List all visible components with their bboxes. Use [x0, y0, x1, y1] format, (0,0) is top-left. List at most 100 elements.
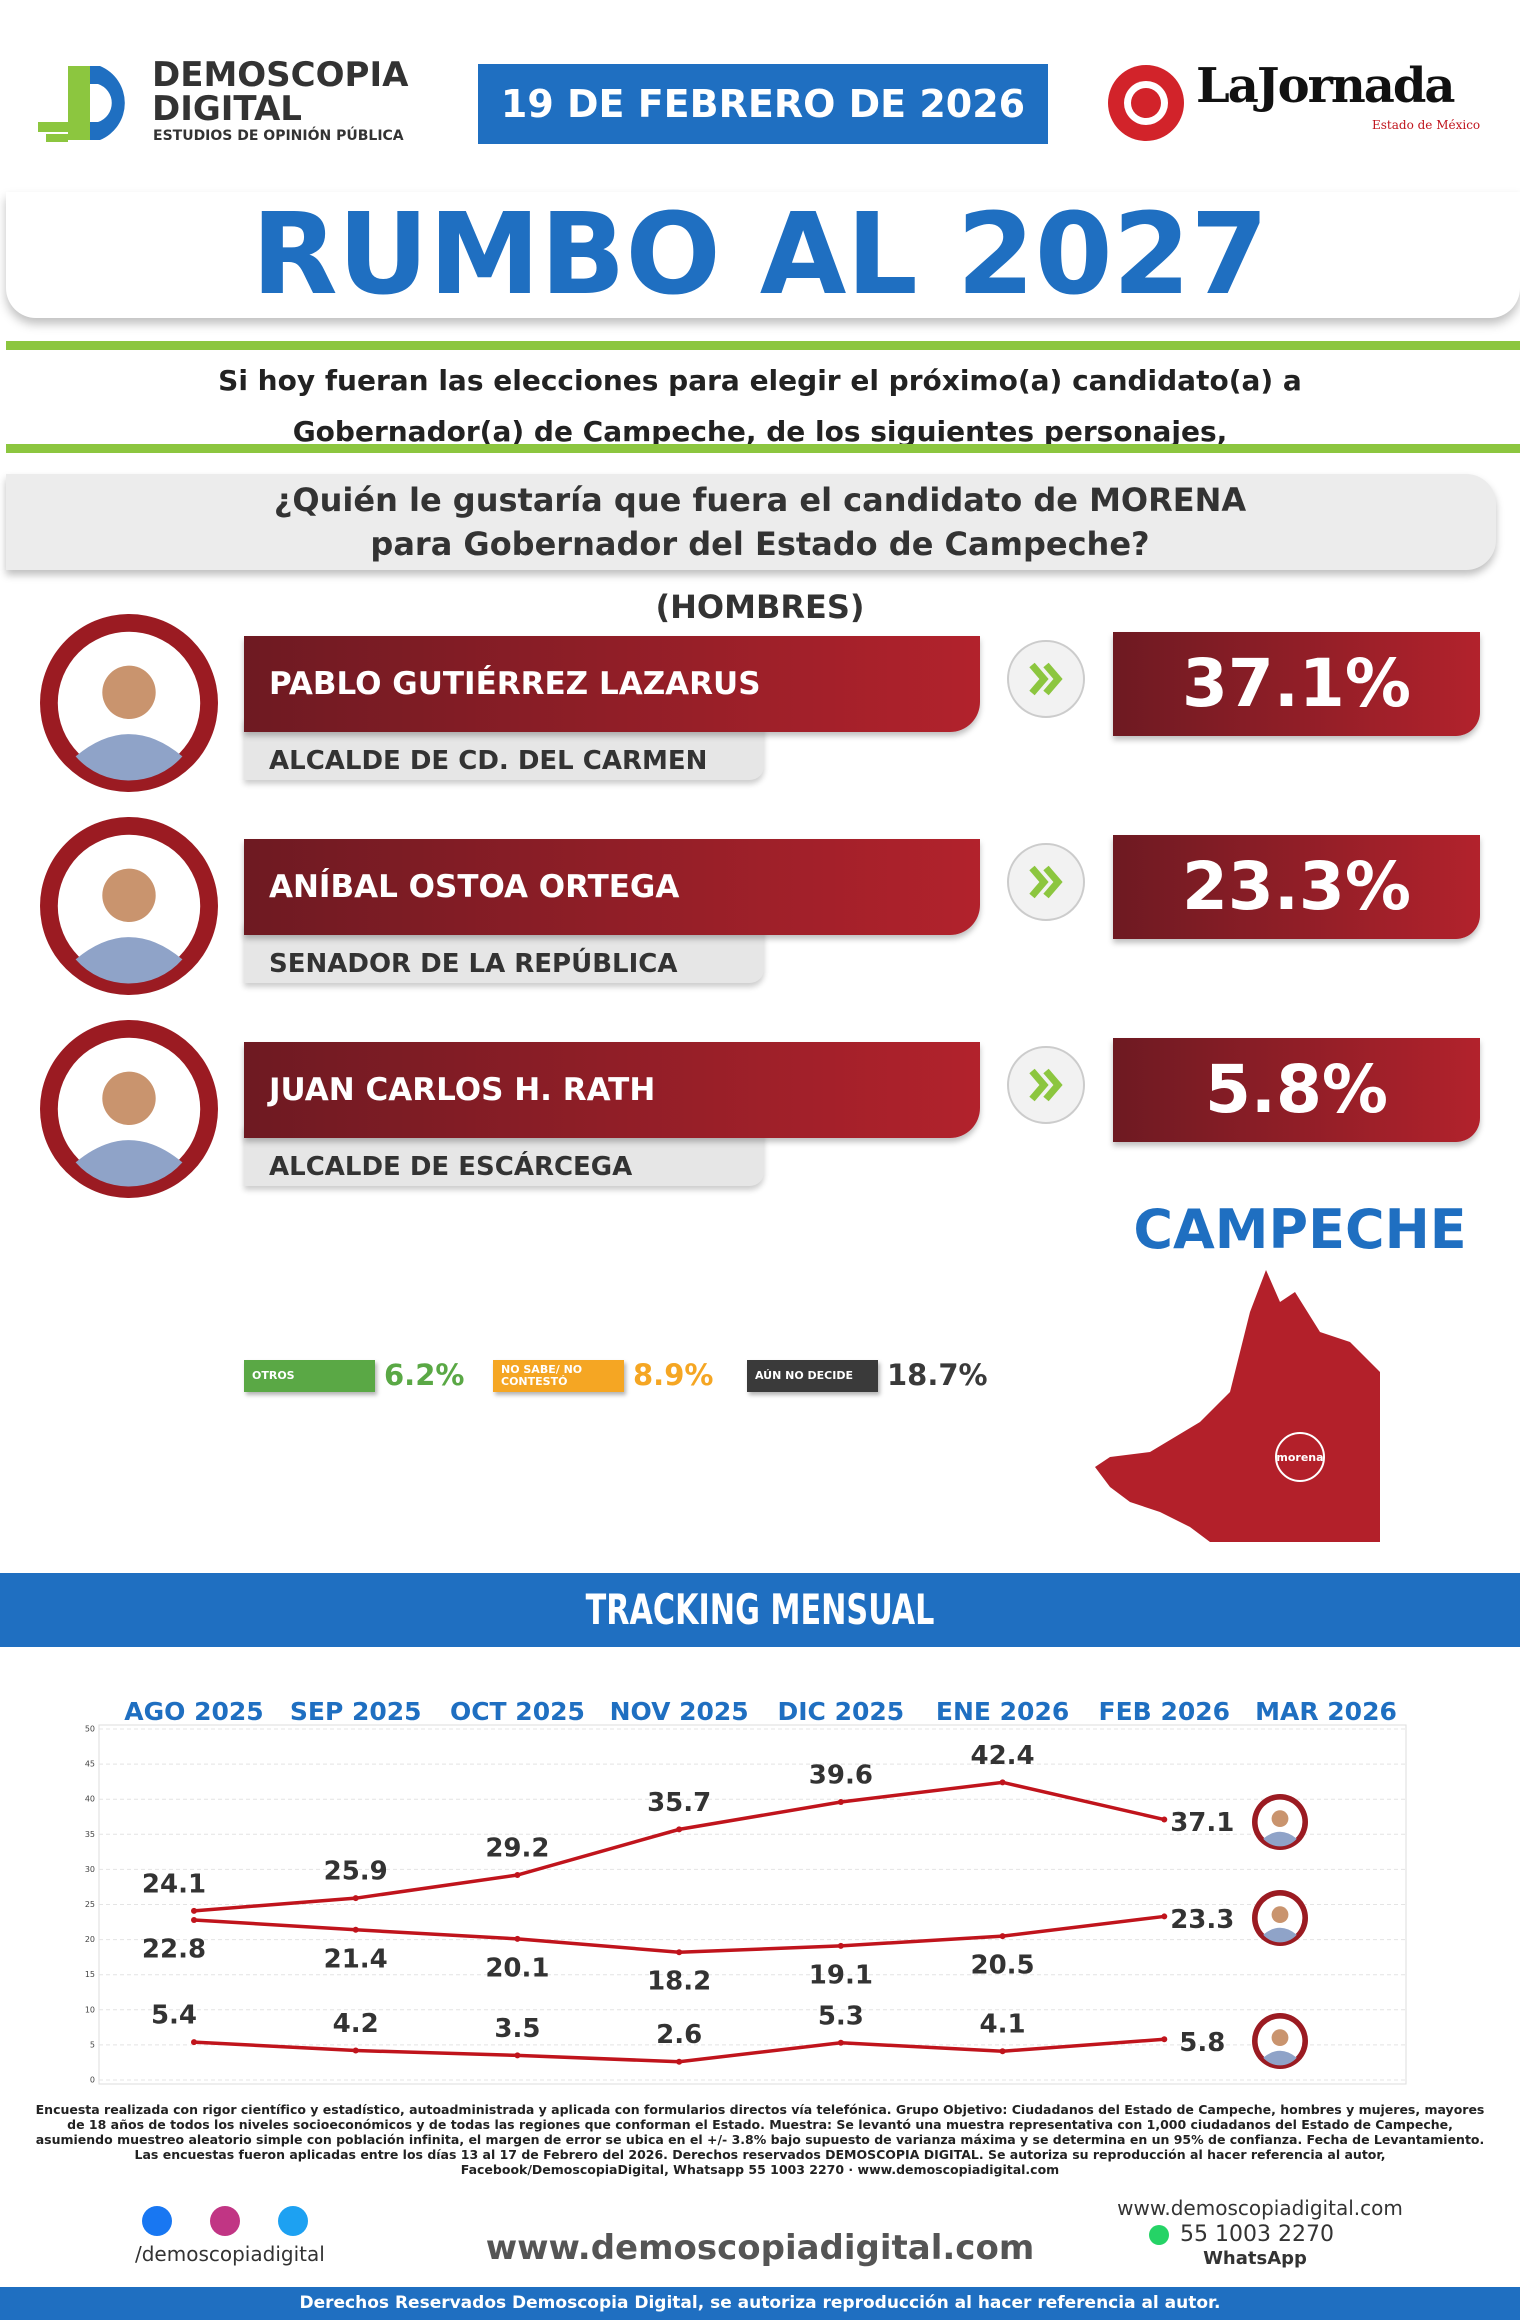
x-tick-label: SEP 2025 [290, 1697, 422, 1726]
candidate-photo [1252, 1890, 1309, 1947]
y-tick-label: 35 [85, 1830, 95, 1839]
value-label: 25.9 [324, 1857, 388, 1887]
value-label: 4.1 [980, 2010, 1026, 2040]
value-label: 19.1 [809, 1960, 873, 1990]
intro: Si hoy fueran las elecciones para elegir… [0, 355, 1520, 457]
name-bar: JUAN CARLOS H. RATH [244, 1042, 980, 1138]
x-tick-label: DIC 2025 [778, 1697, 905, 1726]
question: ¿Quién le gustaría que fuera el candidat… [0, 478, 1520, 566]
x-tick-label: ENE 2026 [936, 1697, 1069, 1726]
value-label: 42.4 [970, 1741, 1034, 1771]
divider [6, 341, 1520, 350]
title: RUMBO AL 2027 [251, 190, 1269, 320]
photo-body [75, 734, 183, 781]
photo-body [1263, 1928, 1298, 1943]
website: www.demoscopiadigital.com [485, 2228, 1035, 2268]
x-tick-label: OCT 2025 [450, 1697, 585, 1726]
question-box [6, 474, 1496, 570]
partner-sub: Estado de México [1372, 118, 1481, 132]
question-line: ¿Quién le gustaría que fuera el candidat… [273, 481, 1247, 519]
point [837, 1942, 844, 1949]
result-box: 37.1% [1113, 632, 1480, 736]
y-tick-label: 20 [85, 1935, 95, 1944]
value-label: 39.6 [809, 1761, 873, 1791]
x-tick-label: FEB 2026 [1099, 1697, 1231, 1726]
other-label: AÚN NO DECIDE [747, 1360, 878, 1392]
photo-body [1263, 2051, 1298, 2066]
chevron [1007, 1046, 1085, 1124]
y-tick-label: 5 [90, 2040, 95, 2049]
point [514, 2052, 521, 2059]
name-bar: ANÍBAL OSTOA ORTEGA [244, 839, 980, 935]
point [191, 1916, 197, 1923]
value-label: 18.2 [647, 1967, 711, 1997]
point [676, 2058, 683, 2065]
y-tick-label: 15 [85, 1970, 95, 1979]
state-name: CAMPECHE [1133, 1198, 1467, 1261]
other-value: 8.9% [633, 1358, 714, 1392]
value-label: 2.6 [656, 2020, 702, 2050]
y-tick-label: 45 [85, 1760, 95, 1769]
candidate-photo [40, 817, 218, 995]
point [837, 1799, 844, 1806]
value-label: 22.8 [142, 1934, 206, 1964]
other-label: NO SABE/ NO CONTESTÓ [493, 1360, 624, 1392]
value-label: 3.5 [494, 2014, 540, 2044]
map-label: morena [1276, 1451, 1323, 1464]
y-tick-label: 30 [85, 1865, 95, 1874]
tracking-title: TRACKING MENSUAL [585, 1585, 935, 1634]
x-tick-label: MAR 2026 [1255, 1697, 1397, 1726]
social-handle: /demoscopiadigital [135, 2242, 325, 2266]
value-label: 4.2 [333, 2009, 379, 2039]
point [676, 1949, 683, 1956]
result-box: 5.8% [1113, 1038, 1480, 1142]
title-band [6, 192, 1520, 318]
brand-line: DEMOSCOPIA [152, 55, 409, 95]
question-line: para Gobernador del Estado de Campeche? [370, 525, 1150, 563]
whatsapp-icon [1149, 2225, 1169, 2245]
value-label: 24.1 [142, 1869, 206, 1899]
methodology: Encuesta realizada con rigor científico … [35, 2102, 1485, 2177]
photo-body [1263, 1831, 1298, 1846]
partner-name: LaJornada [1196, 58, 1456, 114]
brand-line: DIGITAL [152, 89, 302, 129]
point [1161, 1913, 1168, 1920]
photo-head [102, 1071, 156, 1126]
chevron [1007, 843, 1085, 921]
other-label: OTROS [244, 1360, 375, 1392]
phone: 55 1003 2270 [1180, 2222, 1334, 2247]
value-label: 35.7 [647, 1788, 711, 1818]
brand-name: DEMOSCOPIA DIGITAL [152, 58, 408, 126]
partner-logo [1108, 65, 1184, 141]
y-tick-label: 50 [85, 1725, 95, 1734]
point [999, 1933, 1006, 1940]
photo-head [1271, 1906, 1289, 1924]
point [514, 1935, 521, 1942]
photo-head [1271, 2029, 1289, 2047]
photo-body [75, 1140, 183, 1187]
point [191, 1907, 197, 1914]
intro-line: Si hoy fueran las elecciones para elegir… [218, 364, 1302, 397]
chevron-arrow [1029, 1068, 1063, 1102]
point [676, 1826, 683, 1833]
divider [6, 444, 1520, 453]
point [999, 1779, 1006, 1786]
rights: Derechos Reservados Demoscopia Digital, … [0, 2287, 1520, 2320]
x-tick-label: NOV 2025 [610, 1697, 749, 1726]
chart: 0 5 10 15 20 25 30 35 40 45 50 AGO 2025 SEP 2025 OCT … [85, 1697, 1407, 2085]
tracking-band [0, 1573, 1520, 1647]
value-label: 21.4 [324, 1944, 388, 1974]
value-label: 5.8 [1179, 2028, 1225, 2058]
result-box: 23.3% [1113, 835, 1480, 939]
candidate-photo [40, 1020, 218, 1198]
point [999, 2048, 1006, 2055]
candidate-photo [1252, 1793, 1309, 1850]
other-value: 18.7% [887, 1358, 988, 1392]
point [352, 1895, 359, 1902]
photo-head [102, 665, 156, 720]
y-tick-label: 25 [85, 1900, 95, 1909]
value-label: 5.4 [151, 2001, 197, 2031]
value-label: 37.1 [1170, 1808, 1234, 1838]
intro-line: Gobernador(a) de Campeche, de los siguie… [292, 415, 1228, 448]
photo-head [1271, 1809, 1289, 1827]
